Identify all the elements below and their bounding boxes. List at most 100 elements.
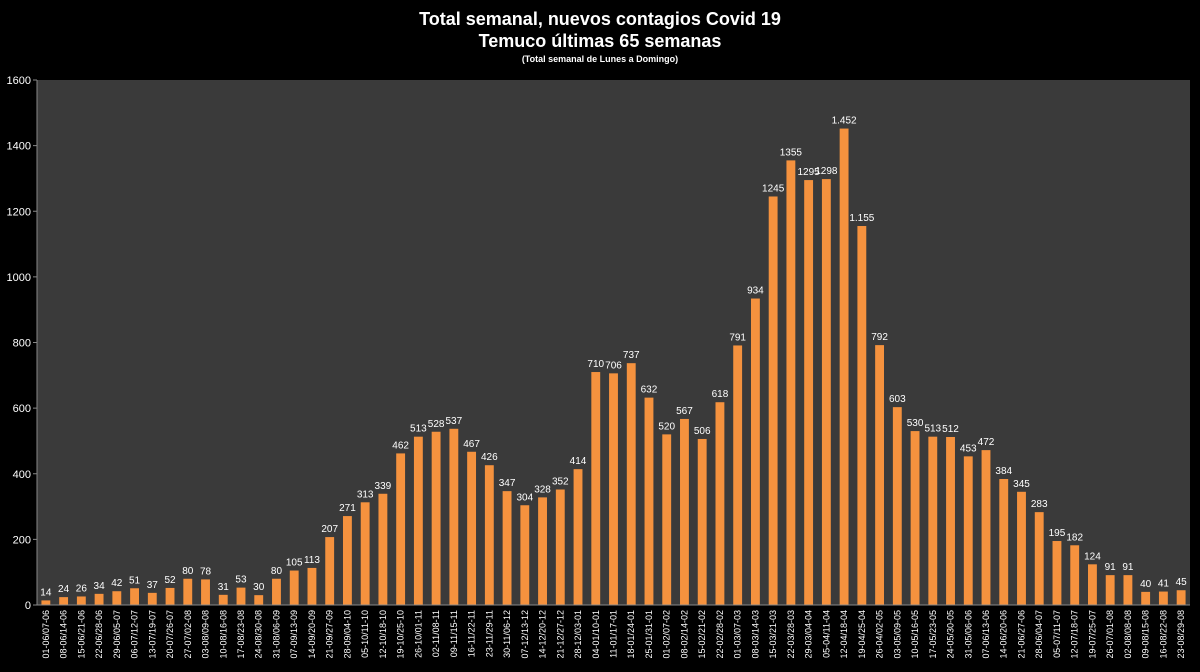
data-label: 182 [1066, 532, 1083, 543]
x-tick-label: 04-01/10-01 [591, 610, 601, 659]
data-label: 710 [587, 359, 604, 370]
x-tick-label: 25-01/31-01 [644, 610, 654, 659]
chart-title: Total semanal, nuevos contagios Covid 19 [419, 9, 781, 29]
x-tick-label: 12-10/18-10 [378, 610, 388, 659]
bar [396, 453, 406, 605]
x-tick-label: 15-02/21-02 [697, 610, 707, 659]
x-tick-label: 07-09/13-09 [289, 610, 299, 659]
x-tick-label: 23-11/29-11 [484, 610, 494, 657]
bar [378, 493, 388, 605]
data-label: 34 [94, 581, 106, 592]
x-tick-label: 12-04/18-04 [839, 610, 849, 659]
x-tick-label: 01-06/07-06 [41, 610, 51, 659]
data-label: 53 [235, 575, 247, 586]
x-tick-label: 02-08/08-08 [1123, 610, 1133, 659]
data-label: 328 [534, 484, 551, 495]
bar [431, 431, 441, 605]
bar [413, 436, 423, 605]
data-label: 506 [694, 426, 711, 437]
y-tick-label: 600 [13, 403, 31, 415]
x-tick-label: 07-06/13-06 [981, 610, 991, 659]
bar [644, 397, 654, 605]
data-label: 512 [942, 424, 959, 435]
data-label: 414 [570, 456, 587, 467]
data-label: 426 [481, 452, 498, 463]
bar [839, 128, 849, 605]
bar [768, 196, 778, 605]
bar [1070, 545, 1080, 605]
x-tick-label: 22-03/28-03 [786, 610, 796, 659]
data-label: 706 [605, 360, 622, 371]
x-tick-label: 26-04/02-05 [875, 610, 885, 659]
x-tick-label: 19-04/25-04 [857, 610, 867, 659]
y-axis: 0 200 400 600 800 1000 1200 1400 1600 [7, 75, 38, 612]
data-label: 347 [499, 478, 516, 489]
data-label: 345 [1013, 479, 1030, 490]
data-label: 30 [253, 582, 265, 593]
data-label: 462 [392, 440, 409, 451]
bar [875, 345, 885, 605]
data-label: 283 [1031, 499, 1048, 510]
data-label: 453 [960, 443, 977, 454]
bar [76, 596, 86, 605]
bar [786, 160, 796, 605]
bar [467, 451, 477, 605]
x-tick-label: 11-01/17-01 [609, 610, 619, 658]
y-tick-label: 1600 [7, 75, 31, 87]
x-tick-label: 19-07/25-07 [1087, 610, 1097, 659]
x-tick-label: 14-12/20-12 [538, 610, 548, 659]
data-label: 632 [641, 385, 658, 396]
data-label: 537 [446, 416, 463, 427]
data-label: 513 [410, 424, 427, 435]
x-tick-label: 05-07/11-07 [1052, 610, 1062, 658]
bar [680, 418, 689, 605]
x-tick-label: 05-10/11-10 [360, 610, 370, 658]
bar [1123, 575, 1133, 605]
bar [94, 593, 104, 605]
data-label: 41 [1158, 579, 1170, 590]
x-tick-label: 18-01/24-01 [626, 610, 636, 659]
x-tick-label: 10-08/16-08 [218, 610, 228, 659]
bar [147, 592, 157, 605]
data-label: 124 [1084, 551, 1101, 562]
bar [821, 179, 831, 605]
x-tick-label: 30-11/06-12 [502, 610, 512, 658]
bar [272, 578, 281, 605]
data-label: 1298 [815, 166, 838, 177]
data-label: 37 [147, 580, 159, 591]
data-label: 24 [58, 584, 70, 595]
bar [165, 587, 175, 605]
chart-note: (Total semanal de Lunes a Domingo) [521, 54, 679, 64]
data-label: 42 [111, 578, 123, 589]
x-tick-label: 29-06/05-07 [112, 610, 122, 659]
bar [342, 516, 352, 605]
bar [1017, 491, 1026, 605]
x-tick-label: 21-12/27-12 [555, 610, 565, 659]
x-tick-label: 28-09/04-10 [342, 610, 352, 659]
bar [999, 479, 1009, 605]
x-tick-label: 02-11/08-11 [431, 610, 441, 657]
data-label: 195 [1049, 528, 1066, 539]
bar [1034, 512, 1044, 605]
x-tick-label: 21-09/27-09 [325, 610, 335, 659]
data-label: 1.452 [832, 116, 857, 127]
x-tick-label: 16-08/22-08 [1158, 610, 1168, 659]
data-label: 384 [995, 466, 1012, 477]
data-label: 78 [200, 566, 212, 577]
data-label: 520 [658, 421, 675, 432]
x-tick-label: 22-06/28-06 [94, 610, 104, 659]
data-label: 304 [516, 492, 533, 503]
bar [1088, 564, 1097, 605]
data-label: 737 [623, 350, 640, 361]
data-label: 472 [978, 437, 995, 448]
x-tick-label: 17-05/23-05 [928, 610, 938, 659]
x-tick-label: 08-02/14-02 [679, 610, 689, 659]
bar [910, 431, 920, 605]
x-tick-label: 24-05/30-05 [946, 610, 956, 659]
data-label: 791 [729, 332, 746, 343]
data-label: 91 [1122, 562, 1134, 573]
y-tick-label: 1000 [7, 272, 31, 284]
data-label: 528 [428, 419, 445, 430]
x-tick-label: 23-08/29-08 [1176, 610, 1186, 659]
